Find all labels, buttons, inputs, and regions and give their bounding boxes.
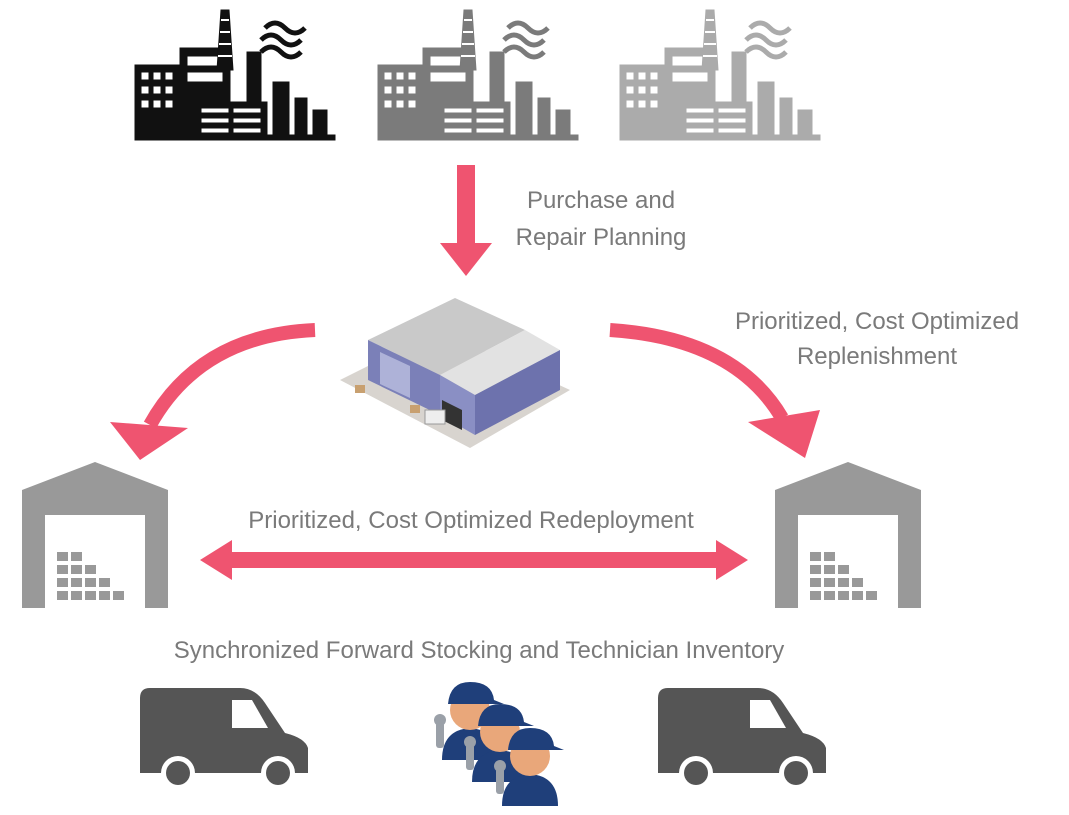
factory-icon <box>620 10 820 140</box>
van-icon <box>658 688 826 790</box>
double-arrow <box>200 540 748 580</box>
depot-icon <box>775 462 921 608</box>
factories <box>135 10 820 140</box>
down-arrow <box>440 165 492 276</box>
depot-icon <box>22 462 168 608</box>
curved-arrows <box>110 323 820 460</box>
purchase-label: Repair Planning <box>516 224 687 251</box>
van-icon <box>140 688 308 790</box>
forward-label: Synchronized Forward Stocking and Techni… <box>174 637 785 664</box>
technicians <box>434 682 564 806</box>
factory-icon <box>135 10 335 140</box>
redeployment-label: Prioritized, Cost Optimized Redeployment <box>248 507 694 534</box>
central-warehouse <box>340 298 570 448</box>
factory-icon <box>378 10 578 140</box>
replenishment-label: Replenishment <box>797 343 957 370</box>
purchase-label: Purchase and <box>527 187 675 214</box>
replenishment-label: Prioritized, Cost Optimized <box>735 308 1019 335</box>
